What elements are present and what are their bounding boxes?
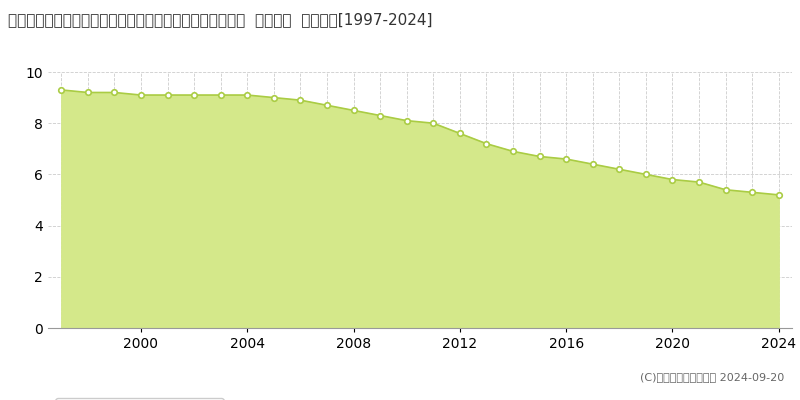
Text: 北海道礼文郡礼文町大字香深村字トンナイ５５８番１４外  基準地価  地価推移[1997-2024]: 北海道礼文郡礼文町大字香深村字トンナイ５５８番１４外 基準地価 地価推移[199… bbox=[8, 12, 433, 27]
Text: (C)土地価格ドットコム 2024-09-20: (C)土地価格ドットコム 2024-09-20 bbox=[640, 372, 784, 382]
Legend: 基準地価 平均坪単価(万円/坪): 基準地価 平均坪単価(万円/坪) bbox=[55, 398, 224, 400]
